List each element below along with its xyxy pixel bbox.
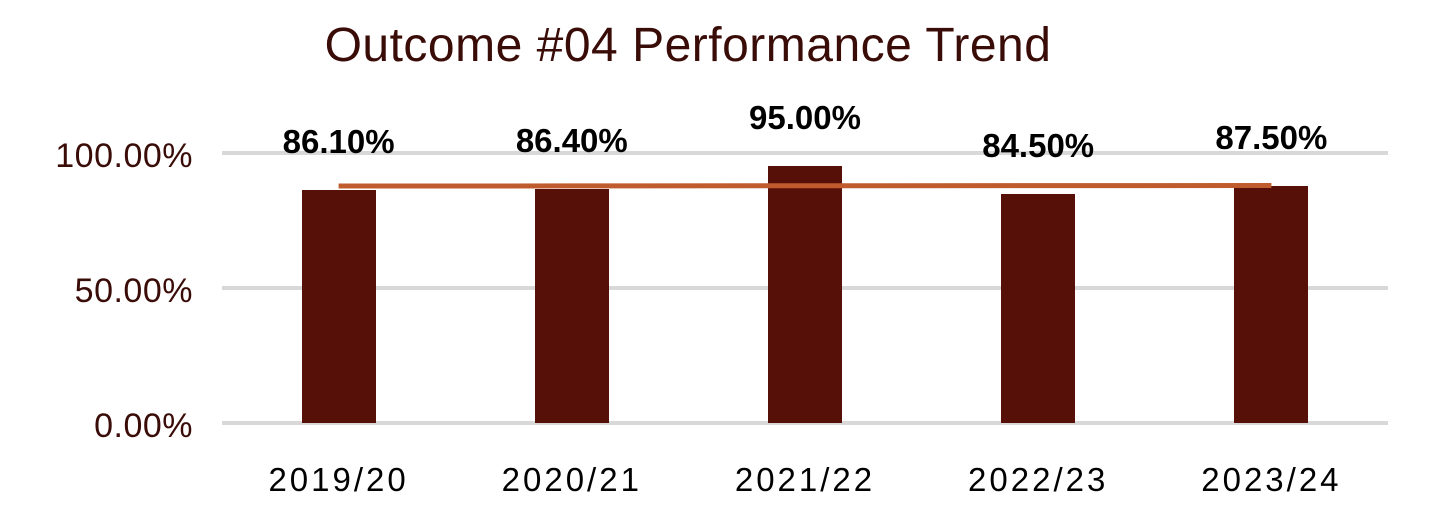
x-axis-tick-label: 2020/21 xyxy=(501,461,642,498)
data-label-2021/22: 95.00% xyxy=(749,99,861,137)
y-axis-tick-label: 0.00% xyxy=(94,407,193,445)
gridline xyxy=(222,150,1388,155)
data-label-2023/24: 87.50% xyxy=(1215,119,1328,157)
bar-2019/20 xyxy=(301,190,376,423)
y-axis-tick-label: 100.00% xyxy=(55,136,193,175)
x-axis-tick-label: 2022/23 xyxy=(968,461,1109,498)
bar-2021/22 xyxy=(768,166,842,423)
data-label-2022/23: 84.50% xyxy=(982,127,1095,165)
bar-2020/21 xyxy=(534,189,609,423)
x-axis-tick-label: 2019/20 xyxy=(268,461,409,498)
gridline xyxy=(222,421,1388,425)
chart-title: Outcome #04 Performance Trend xyxy=(324,19,1052,72)
data-label-2020/21: 86.40% xyxy=(515,122,628,160)
y-axis-tick-label: 50.00% xyxy=(74,271,193,310)
x-axis-tick-label: 2021/22 xyxy=(734,461,876,498)
data-label-2019/20: 86.10% xyxy=(282,123,395,161)
x-axis-tick-label: 2023/24 xyxy=(1201,461,1342,498)
bar-2022/23 xyxy=(1001,194,1076,423)
bar-2023/24 xyxy=(1234,186,1309,423)
